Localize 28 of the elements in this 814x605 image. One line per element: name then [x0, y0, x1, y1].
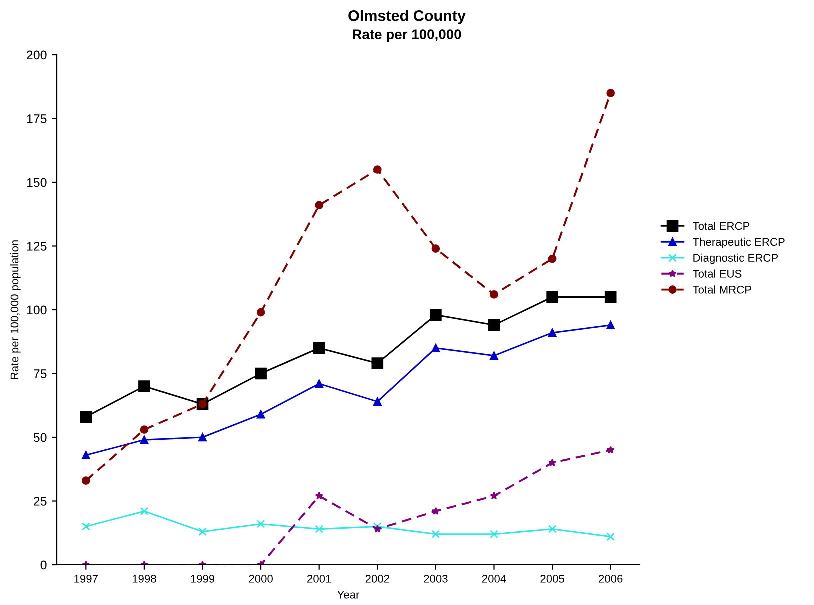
legend-label: Diagnostic ERCP [694, 254, 778, 264]
x-tick-label: 2005 [540, 575, 564, 583]
legend-label: Total EUS [693, 270, 742, 278]
y-tick-label: 50 [34, 433, 47, 442]
y-tick-label: 75 [34, 370, 47, 378]
chart-title: Olmsted County [348, 10, 466, 24]
x-tick-label: 2003 [424, 575, 448, 583]
y-tick-label: 125 [27, 242, 47, 251]
x-tick-label: 1997 [74, 575, 98, 583]
y-tick-label: 25 [34, 497, 47, 506]
x-tick-label: 2000 [249, 575, 273, 583]
y-tick-label: 200 [27, 50, 47, 60]
x-axis-title: Year [338, 591, 360, 599]
x-tick-label: 1998 [132, 575, 156, 583]
x-tick-label: 1999 [191, 575, 215, 583]
chart-subtitle: Rate per 100,000 [353, 30, 462, 42]
x-tick-label: 2001 [308, 575, 332, 583]
y-axis-title: Rate per 100,000 population [10, 240, 21, 380]
legend-label: Total MRCP [693, 286, 752, 294]
legend-label: Therapeutic ERCP [693, 238, 785, 248]
x-tick-label: 2002 [366, 575, 390, 583]
y-tick-label: 175 [27, 114, 47, 124]
y-tick-label: 0 [40, 560, 47, 570]
y-tick-label: 150 [27, 178, 47, 188]
y-tick-label: 100 [27, 306, 47, 315]
legend-label: Total ERCP [693, 222, 750, 230]
x-tick-label: 2004 [482, 575, 506, 583]
x-tick-label: 2006 [599, 575, 623, 583]
